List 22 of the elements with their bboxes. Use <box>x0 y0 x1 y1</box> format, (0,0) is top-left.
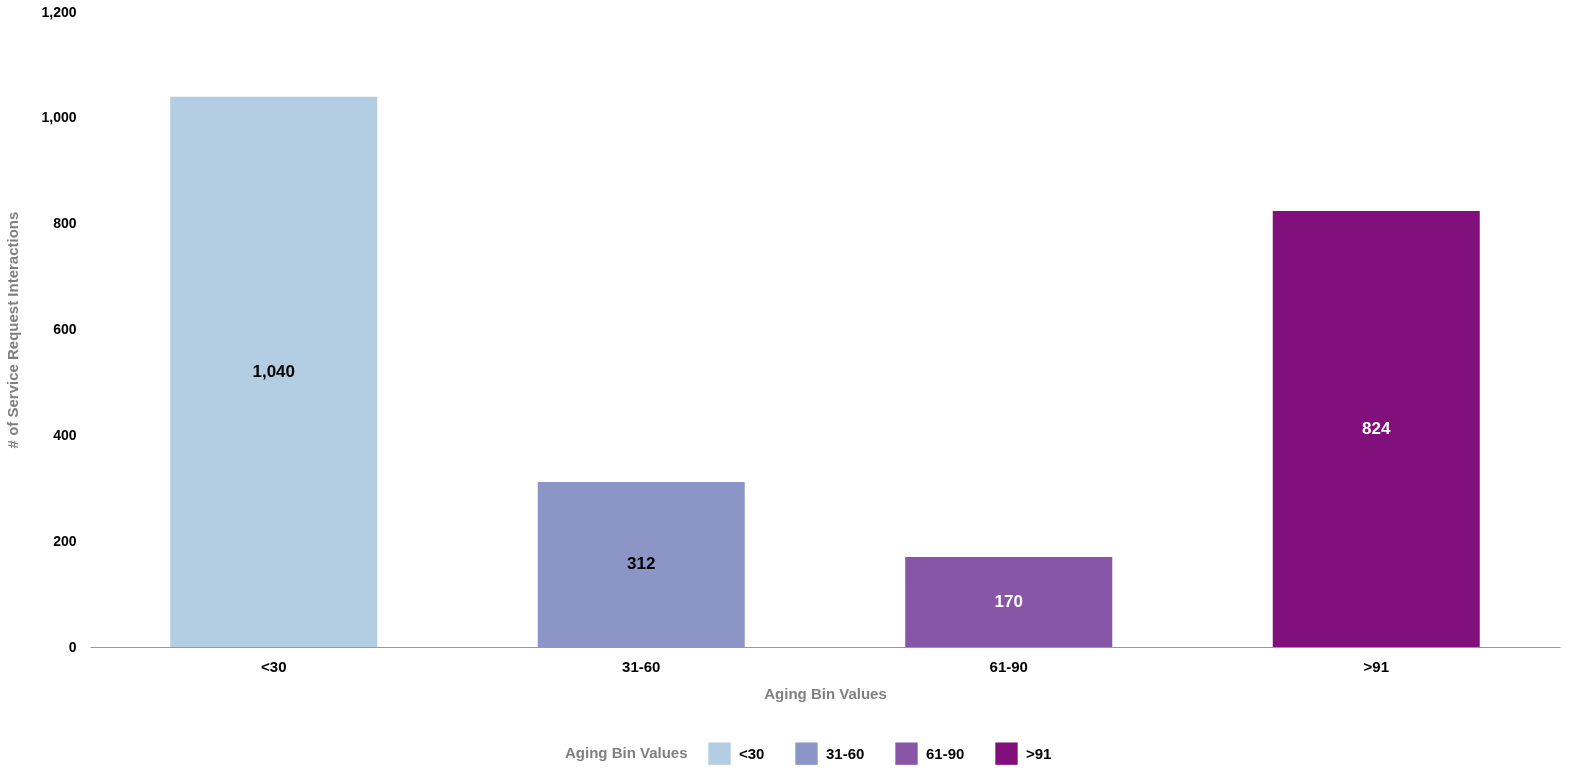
legend-label: <30 <box>739 744 765 762</box>
legend-label: 61-90 <box>926 744 965 762</box>
x-tick-label: >91 <box>1363 657 1389 675</box>
x-tick-label: <30 <box>261 657 287 675</box>
x-tick-label: 61-90 <box>989 657 1028 675</box>
data-label: 1,040 <box>252 361 296 381</box>
data-label: 312 <box>627 554 656 574</box>
y-tick-label: 400 <box>53 426 77 443</box>
legend-label: 31-60 <box>826 744 865 762</box>
x-axis-title: Aging Bin Values <box>764 684 887 702</box>
x-tick-label: 31-60 <box>622 657 661 675</box>
y-tick-label: 200 <box>53 532 77 549</box>
y-tick-label: 0 <box>68 638 77 655</box>
y-tick-label: 800 <box>53 215 77 232</box>
legend-label: >91 <box>1026 744 1052 762</box>
legend-title: Aging Bin Values <box>565 744 688 761</box>
data-label: 170 <box>994 592 1023 612</box>
data-label: 824 <box>1362 418 1391 438</box>
y-tick-label: 600 <box>53 321 77 337</box>
y-axis-title: # of Service Request Interactions <box>4 211 22 449</box>
y-tick-label: 1,200 <box>41 3 77 20</box>
y-tick-label: 1,000 <box>41 109 77 126</box>
